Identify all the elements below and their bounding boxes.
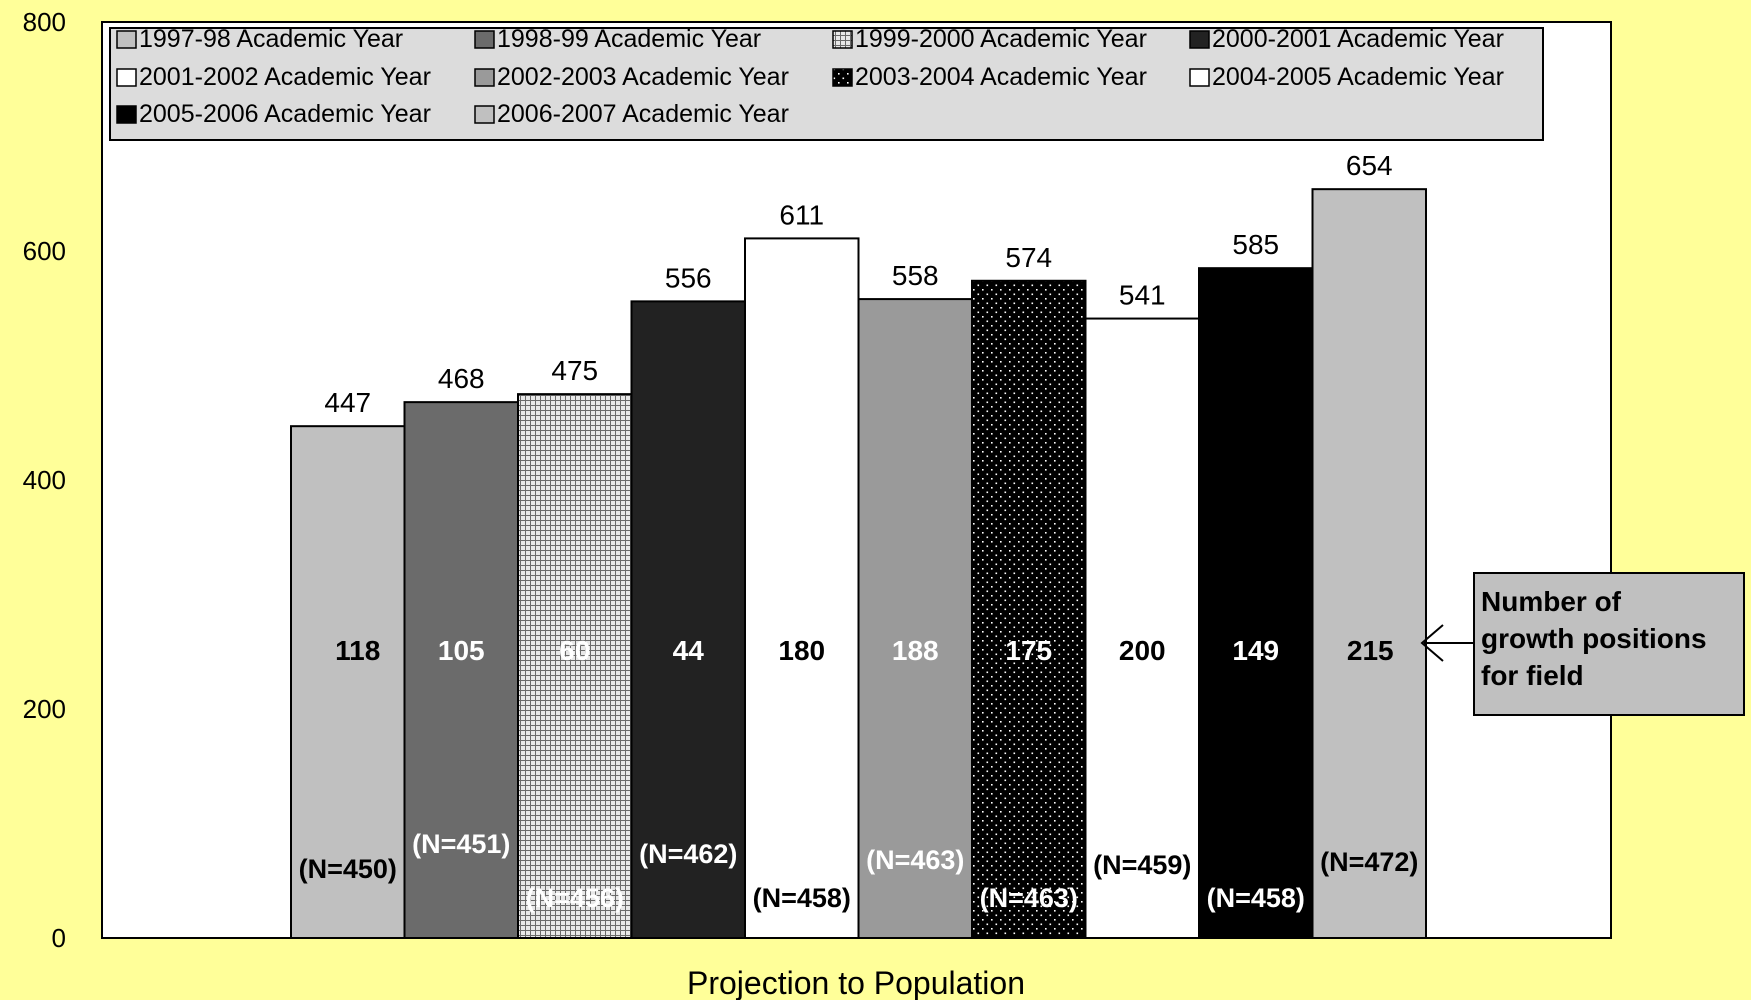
bar-group: 611 180 (N=458) (744, 199, 860, 939)
legend-item: 2000-2001 Academic Year (1189, 25, 1504, 53)
legend-label: 2002-2003 Academic Year (497, 63, 789, 91)
bar-value-label: 654 (1346, 150, 1393, 181)
growth-positions-label: 215 (1347, 635, 1394, 666)
sample-size-label: (N=472) (1320, 847, 1418, 877)
legend-swatch (116, 68, 137, 87)
legend-label: 2003-2004 Academic Year (855, 63, 1147, 91)
sample-size-label: (N=463) (866, 845, 964, 875)
sample-size-label: (N=458) (753, 883, 851, 913)
legend-item: 2001-2002 Academic Year (116, 63, 431, 91)
growth-positions-label: 175 (1005, 635, 1052, 666)
bar (1084, 317, 1200, 939)
bar-group: 654 215 (N=472) (1311, 150, 1427, 940)
sample-size-label: (N=456) (526, 883, 624, 913)
legend-swatch (116, 30, 137, 49)
bar (1311, 188, 1427, 940)
bar (744, 237, 860, 939)
y-tick-label: 600 (23, 236, 66, 266)
legend-swatch (474, 68, 495, 87)
growth-positions-label: 60 (559, 635, 590, 666)
bar (971, 279, 1087, 939)
callout-text-line: growth positions (1481, 623, 1707, 654)
bar-value-label: 468 (438, 363, 485, 394)
bar (517, 393, 633, 939)
callout-text-line: for field (1481, 660, 1584, 691)
y-tick-label: 400 (23, 465, 66, 495)
y-tick-label: 0 (52, 923, 66, 953)
y-tick-label: 800 (23, 7, 66, 37)
legend-label: 1997-98 Academic Year (139, 25, 403, 53)
legend-swatch (474, 105, 495, 124)
legend-box (109, 27, 1544, 141)
legend-item: 2006-2007 Academic Year (474, 100, 789, 128)
legend-item: 1998-99 Academic Year (474, 25, 761, 53)
bar-value-label: 585 (1232, 229, 1279, 260)
sample-size-label: (N=451) (412, 829, 510, 859)
legend-label: 2005-2006 Academic Year (139, 100, 431, 128)
legend-item: 1997-98 Academic Year (116, 25, 403, 53)
growth-positions-label: 188 (892, 635, 939, 666)
bar (1198, 267, 1314, 939)
bar-group: 574 175 (N=463) (971, 242, 1087, 939)
sample-size-label: (N=459) (1093, 850, 1191, 880)
sample-size-label: (N=463) (980, 883, 1078, 913)
bar-group: 475 60 (N=456) (517, 355, 633, 939)
callout-arrowhead (1420, 624, 1444, 662)
legend-swatch (1189, 68, 1210, 87)
bar-group: 558 188 (N=463) (857, 260, 973, 939)
x-axis-label: Projection to Population (687, 965, 1025, 1000)
y-tick-label: 200 (23, 694, 66, 724)
bar (290, 425, 406, 939)
legend-label: 2004-2005 Academic Year (1212, 63, 1504, 91)
growth-positions-label: 118 (335, 635, 380, 666)
sample-size-label: (N=458) (1207, 883, 1305, 913)
bar-value-label: 558 (892, 260, 939, 291)
growth-positions-label: 180 (778, 635, 825, 666)
legend-item: 2003-2004 Academic Year (832, 63, 1147, 91)
bar (403, 401, 519, 939)
bar-value-label: 475 (551, 355, 598, 386)
legend-swatch (832, 30, 853, 49)
bar-group: 585 149 (N=458) (1198, 229, 1314, 939)
legend-label: 2006-2007 Academic Year (497, 100, 789, 128)
legend-item: 1999-2000 Academic Year (832, 25, 1147, 53)
bar-group: 468 105 (N=451) (403, 363, 519, 939)
bar-group: 556 44 (N=462) (630, 262, 746, 939)
legend-item: 2002-2003 Academic Year (474, 63, 789, 91)
growth-positions-label: 149 (1232, 635, 1279, 666)
legend-label: 1998-99 Academic Year (497, 25, 761, 53)
legend-label: 2000-2001 Academic Year (1212, 25, 1504, 53)
callout-text-line: Number of (1481, 586, 1622, 617)
bar (630, 300, 746, 939)
legend-label: 2001-2002 Academic Year (139, 63, 431, 91)
legend-swatch (474, 30, 495, 49)
callout-box (1473, 572, 1745, 716)
sample-size-label: (N=450) (299, 854, 397, 884)
bar-value-label: 541 (1119, 280, 1166, 311)
growth-positions-label: 105 (438, 635, 485, 666)
bar-value-label: 447 (324, 387, 371, 418)
annotation-callout: Number of growth positions for field (1420, 572, 1745, 716)
growth-positions-label: 200 (1119, 635, 1166, 666)
legend-swatch (1189, 30, 1210, 49)
bar-group: 447 118 (N=450) (290, 387, 406, 939)
legend-swatch (116, 105, 137, 124)
sample-size-label: (N=462) (639, 839, 737, 869)
bar (857, 298, 973, 939)
bar-value-label: 611 (779, 199, 824, 230)
bar-group: 541 200 (N=459) (1084, 280, 1200, 939)
growth-positions-label: 44 (673, 635, 705, 666)
legend-item: 2004-2005 Academic Year (1189, 63, 1504, 91)
bar-value-label: 556 (665, 262, 712, 293)
legend-item: 2005-2006 Academic Year (116, 100, 431, 128)
legend-swatch (832, 68, 853, 87)
legend-label: 1999-2000 Academic Year (855, 25, 1147, 53)
bar-value-label: 574 (1005, 242, 1052, 273)
